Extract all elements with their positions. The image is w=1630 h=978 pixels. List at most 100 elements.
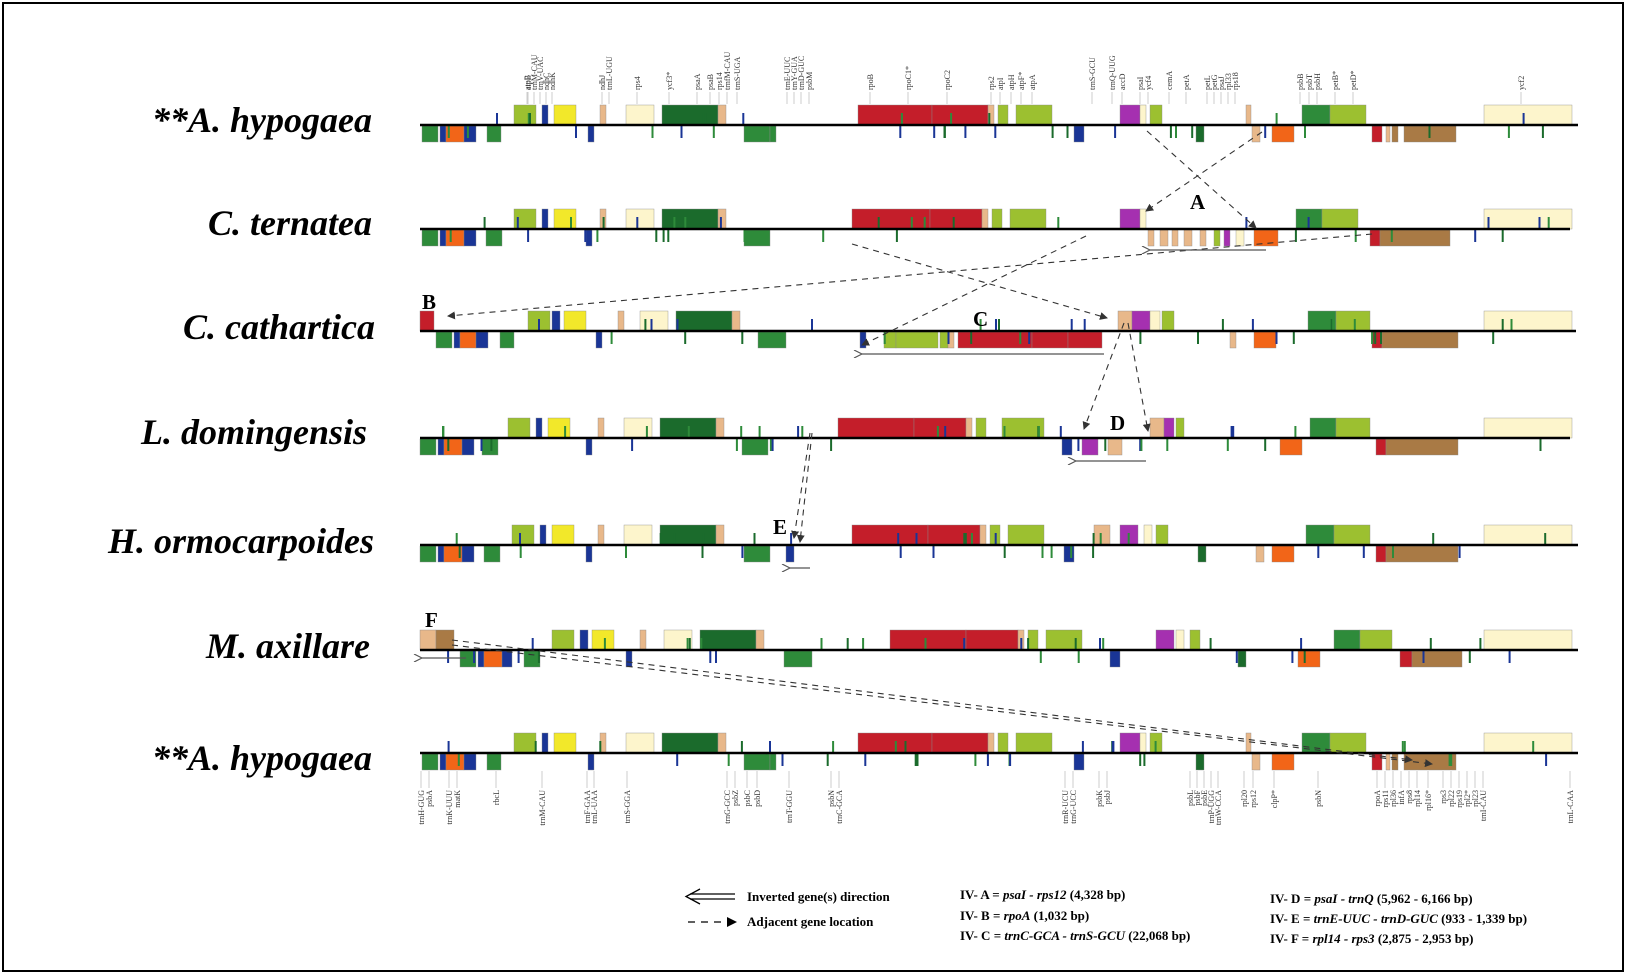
adjacent-location-arrow bbox=[851, 243, 1108, 320]
gene-label: rpl36 bbox=[1389, 790, 1398, 807]
gene-block-reverse bbox=[1229, 331, 1237, 349]
trna-tick bbox=[769, 741, 771, 753]
trna-tick bbox=[1081, 741, 1084, 753]
trna-tick bbox=[820, 638, 823, 650]
trna-tick bbox=[899, 126, 902, 138]
gene-label: psbM bbox=[805, 72, 814, 90]
gene-block-forward bbox=[1015, 732, 1053, 754]
gene-label: trnV-UAC bbox=[536, 57, 545, 90]
gene-label: rps8 bbox=[1405, 790, 1414, 804]
trna-tick bbox=[531, 638, 534, 650]
gene-label: trnL-UAA bbox=[590, 790, 599, 824]
gene-label: cemA bbox=[1165, 71, 1174, 90]
trna-tick bbox=[1304, 126, 1306, 138]
trna-tick bbox=[899, 546, 902, 558]
trna-tick bbox=[1092, 546, 1095, 558]
gene-block-reverse bbox=[595, 331, 603, 349]
gene-block-reverse bbox=[1213, 229, 1221, 247]
trna-tick bbox=[1522, 113, 1525, 125]
gene-block-reverse bbox=[419, 438, 437, 456]
trna-tick bbox=[932, 546, 935, 558]
gene-block-forward bbox=[435, 629, 455, 651]
trna-tick bbox=[466, 126, 469, 138]
gene-block-reverse bbox=[743, 545, 771, 563]
gene-block-reverse bbox=[439, 125, 447, 143]
gene-block-reverse bbox=[481, 438, 499, 456]
trna-tick bbox=[1547, 217, 1550, 229]
gene-block-reverse bbox=[1385, 753, 1391, 771]
gene-label: atpF* bbox=[1017, 72, 1026, 90]
trna-tick bbox=[988, 113, 991, 125]
annotation-letters: A B C D E F bbox=[422, 190, 1206, 632]
trna-tick bbox=[1127, 533, 1130, 545]
gene-block-forward bbox=[535, 417, 543, 439]
trna-tick bbox=[496, 113, 498, 125]
inverted-direction-legend-key: Inverted gene(s) direction bbox=[684, 888, 891, 905]
trna-tick bbox=[900, 113, 903, 125]
trna-tick bbox=[1027, 638, 1030, 650]
trna-tick bbox=[979, 319, 982, 331]
species-name: C. ternatea bbox=[208, 203, 372, 243]
gene-block-forward bbox=[1333, 524, 1371, 546]
legend-item-f: IV- F = rpl14 - rps3 (2,875 - 2,953 bp) bbox=[1270, 931, 1474, 946]
trna-tick bbox=[1264, 126, 1267, 138]
genome-track bbox=[419, 310, 1576, 349]
trna-tick bbox=[1154, 741, 1157, 753]
gene-block-forward bbox=[1143, 524, 1153, 546]
dashed-arrowhead-icon bbox=[727, 917, 737, 927]
gene-block-reverse bbox=[1271, 545, 1295, 563]
gene-block-forward bbox=[1483, 524, 1573, 546]
trna-tick bbox=[1051, 126, 1054, 138]
gene-block-reverse bbox=[1403, 753, 1457, 771]
gene-block-reverse bbox=[769, 125, 777, 143]
gene-block-reverse bbox=[1375, 545, 1387, 563]
trna-tick bbox=[1292, 332, 1295, 344]
gene-label: psaI bbox=[1136, 76, 1145, 90]
trna-tick bbox=[1020, 638, 1023, 650]
trna-tick bbox=[701, 546, 704, 558]
trna-tick bbox=[529, 113, 531, 125]
gene-block-reverse bbox=[435, 331, 453, 349]
trna-tick bbox=[1487, 217, 1490, 229]
trna-tick bbox=[1221, 319, 1224, 331]
trna-tick bbox=[599, 741, 602, 753]
gene-block-reverse bbox=[443, 438, 463, 456]
trna-tick bbox=[924, 638, 927, 650]
trna-tick bbox=[1140, 439, 1143, 451]
trna-tick bbox=[1003, 426, 1006, 438]
gene-block-reverse bbox=[1063, 545, 1075, 563]
gene-block-reverse bbox=[1385, 125, 1391, 143]
trna-tick bbox=[1450, 754, 1453, 766]
trna-tick bbox=[743, 230, 746, 242]
trna-tick bbox=[447, 651, 450, 663]
adjacent-location-arrow bbox=[447, 233, 1373, 320]
gene-label: rps4 bbox=[633, 76, 642, 90]
gene-block-reverse bbox=[1253, 331, 1277, 349]
gene-block-reverse bbox=[585, 229, 593, 247]
gene-block-forward bbox=[1483, 208, 1573, 230]
gene-block-reverse bbox=[859, 331, 867, 349]
gene-block-reverse bbox=[769, 753, 777, 771]
trna-tick bbox=[702, 113, 705, 125]
gene-block-reverse bbox=[1399, 650, 1413, 668]
gene-block-reverse bbox=[1271, 125, 1295, 143]
gene-label: trnS-UGA bbox=[733, 56, 742, 90]
gene-block-reverse bbox=[1279, 438, 1303, 456]
trna-tick bbox=[1501, 230, 1504, 242]
gene-block-forward bbox=[513, 732, 537, 754]
trna-tick bbox=[527, 113, 530, 125]
trna-tick bbox=[490, 439, 493, 451]
gene-block-reverse bbox=[437, 438, 445, 456]
trna-tick bbox=[1362, 546, 1365, 558]
gene-block-forward bbox=[541, 208, 549, 230]
gene-block-reverse bbox=[1237, 650, 1247, 668]
gene-block-forward bbox=[597, 524, 605, 546]
gene-block-forward bbox=[625, 104, 655, 126]
gene-label: ycf3* bbox=[665, 72, 674, 90]
gene-block-forward bbox=[1117, 310, 1133, 332]
gene-label: rbcL bbox=[492, 790, 501, 805]
species-names: **A. hypogaea C. ternatea C. cathartica … bbox=[107, 100, 375, 778]
gene-block-forward bbox=[1119, 208, 1141, 230]
gene-block-forward bbox=[513, 104, 537, 126]
